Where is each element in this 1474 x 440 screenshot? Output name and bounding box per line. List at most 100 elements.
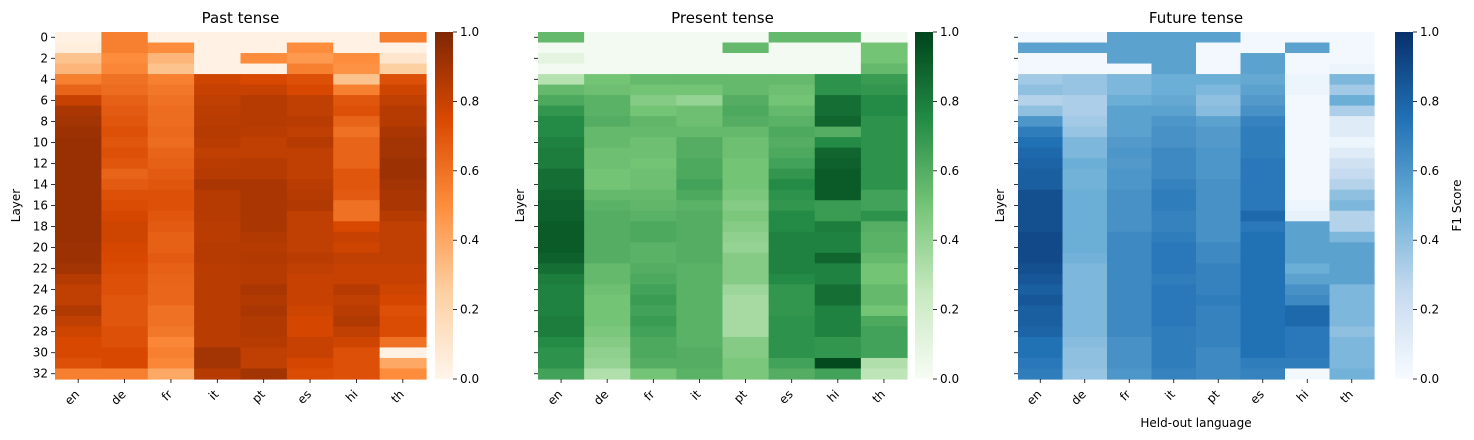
heatmap-cell (1329, 336, 1375, 349)
heatmap-cell (722, 200, 770, 212)
heatmap-cell (1329, 252, 1375, 264)
heatmap-cell (630, 242, 677, 254)
heatmap-cell (860, 315, 908, 328)
heatmap-cell (814, 179, 862, 191)
heatmap-cell (1240, 231, 1286, 243)
heatmap-cell (333, 158, 381, 170)
heatmap-cell (538, 63, 585, 75)
heatmap-cell (286, 189, 334, 201)
heatmap-cell (676, 336, 724, 349)
heatmap-cell (584, 168, 631, 180)
heatmap-cell (814, 252, 862, 264)
heatmap-cell (768, 53, 816, 65)
heatmap-cell (55, 32, 102, 44)
heatmap-cell (55, 305, 102, 317)
heatmap-cell (1196, 347, 1242, 359)
heatmap-cell (194, 368, 242, 380)
heatmap-cell (1107, 63, 1153, 75)
heatmap-cell (1151, 263, 1197, 275)
heatmap-cell (55, 158, 102, 170)
heatmap-cell (584, 158, 631, 170)
colorbar-tick-label: 0.0 (940, 372, 959, 386)
heatmap-cell (1196, 105, 1242, 117)
heatmap-cell (584, 53, 631, 65)
heatmap-cell (147, 168, 195, 180)
heatmap-cell (1285, 168, 1331, 180)
heatmap-cell (1107, 200, 1153, 212)
heatmap-cell (584, 347, 631, 359)
heatmap-cell (722, 263, 770, 275)
heatmap-cell (379, 210, 427, 222)
heatmap-cell (1107, 105, 1153, 117)
heatmap-cell (101, 105, 149, 117)
heatmap-cell (1240, 116, 1286, 128)
heatmap-cell (333, 305, 381, 317)
heatmap-cell (101, 357, 149, 370)
heatmap-cell (1151, 284, 1197, 296)
heatmap-cell (1240, 42, 1286, 54)
heatmap-cell (1240, 189, 1286, 201)
heatmap-cell (538, 336, 585, 349)
heatmap-cell (286, 368, 334, 380)
heatmap-cell (768, 284, 816, 296)
heatmap-cell (147, 242, 195, 254)
heatmap-cell (814, 357, 862, 370)
heatmap-cell (55, 231, 102, 243)
heatmap-cell (240, 189, 288, 201)
heatmap-cell (1240, 126, 1286, 138)
heatmap-cell (1240, 63, 1286, 75)
heatmap-cell (1107, 305, 1153, 317)
heatmap-cell (147, 74, 195, 86)
heatmap-cell (1285, 242, 1331, 254)
heatmap-cell (194, 126, 242, 138)
heatmap-cell (1329, 105, 1375, 117)
heatmap-cell (1285, 336, 1331, 349)
heatmap-cell (584, 221, 631, 233)
heatmap-cell (101, 179, 149, 191)
heatmap-cell (286, 336, 334, 349)
heatmap-cell (722, 147, 770, 159)
heatmap-cell (630, 347, 677, 359)
heatmap-cell (1151, 347, 1197, 359)
heatmap-cell (722, 137, 770, 149)
heatmap-cell (1151, 84, 1197, 96)
heatmap-cell (1062, 231, 1108, 243)
heatmap-cell (1240, 200, 1286, 212)
heatmap-cell (379, 284, 427, 296)
heatmap-cell (286, 305, 334, 317)
heatmap-cell (101, 231, 149, 243)
heatmap-cell (379, 368, 427, 380)
x-tick-label: en (1024, 387, 1045, 408)
heatmap-cell (194, 147, 242, 159)
heatmap-cell (1018, 347, 1064, 359)
heatmap-cell (1062, 315, 1108, 328)
heatmap-cell (194, 263, 242, 275)
heatmap-cell (630, 284, 677, 296)
heatmap-cell (538, 263, 585, 275)
x-tick-label: es (776, 387, 796, 407)
heatmap-cell (584, 84, 631, 96)
heatmap-cell (55, 168, 102, 180)
heatmap-cell (1285, 42, 1331, 54)
colorbar-tick-label: 0.2 (460, 303, 479, 317)
heatmap-cell (814, 368, 862, 380)
heatmap-cell (630, 368, 677, 380)
heatmap-cell (147, 347, 195, 359)
heatmap-cell (768, 368, 816, 380)
heatmap-cell (55, 42, 102, 54)
heatmap-cell (1151, 221, 1197, 233)
heatmap-cell (630, 116, 677, 128)
heatmap-cell (194, 273, 242, 285)
heatmap-cell (194, 105, 242, 117)
heatmap-cell (722, 284, 770, 296)
heatmap-cell (379, 84, 427, 96)
heatmap-cell (1329, 357, 1375, 370)
y-tick-label: 0 (40, 30, 48, 44)
heatmap-cell (630, 84, 677, 96)
colorbar (915, 32, 933, 379)
heatmap-cell (194, 74, 242, 86)
heatmap-cell (147, 326, 195, 338)
heatmap-cell (147, 284, 195, 296)
heatmap-cell (768, 95, 816, 107)
heatmap-cell (1018, 315, 1064, 328)
